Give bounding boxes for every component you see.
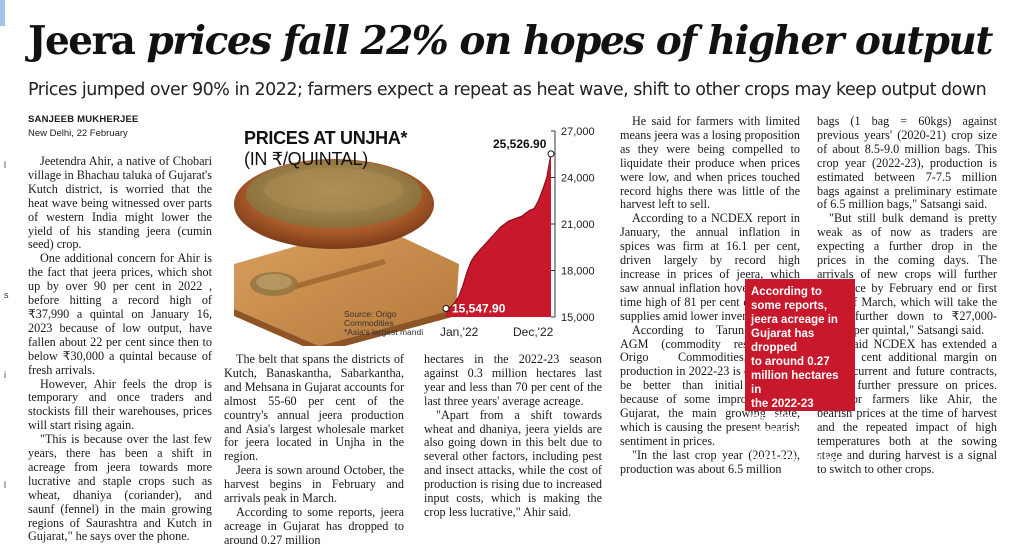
spoon-illustration	[250, 259, 386, 296]
paragraph: However, Ahir feels the drop is temporar…	[28, 376, 212, 433]
dateline: New Delhi, 22 February	[28, 128, 128, 139]
subheadline: Prices jumped over 90% in 2022; farmers …	[28, 80, 987, 100]
chopping-board-illustration	[234, 224, 459, 353]
price-area-series	[445, 153, 552, 317]
byline: SANJEEB MUKHERJEE	[28, 114, 139, 125]
y-tick-label: 24,000	[561, 173, 595, 185]
paragraph: According to a NCDEX report in January, …	[620, 211, 800, 323]
y-tick-label: 21,000	[561, 219, 595, 231]
callout-line: Gujarat has dropped	[751, 328, 815, 354]
paragraph: "But still bulk demand is pretty weak as…	[817, 211, 997, 337]
y-tick-label: 15,000	[561, 312, 595, 324]
headline-italic: prices fall 22% on hopes of higher outpu…	[146, 18, 993, 64]
paragraph: hectares in the 2022-23 season against 0…	[424, 352, 602, 408]
chart-title: PRICES AT UNJHA*	[244, 128, 408, 148]
article-column-1: Jeetendra Ahir, a native of Chobari vill…	[28, 154, 212, 544]
paragraph: He said NCDEX has extended a 2.5 per cen…	[817, 336, 997, 476]
paragraph: He said for farmers with limited means j…	[620, 114, 800, 212]
x-tick-label: Dec,'22	[513, 325, 554, 339]
x-tick-labels: Jan,'22 Dec,'22	[440, 325, 554, 339]
end-point	[547, 150, 555, 158]
chart-source-line: *Asia's largest mandi	[344, 327, 424, 337]
paragraph: bags (1 bag = 60kgs) against previous ye…	[817, 114, 997, 212]
callout-line: million hectares in	[751, 370, 839, 396]
callout-line: hectares last year	[751, 454, 849, 466]
chart-svg: 27,000 24,000 21,000 18,000 15,000 Jan,'22 De…	[234, 126, 595, 353]
price-chart: 27,000 24,000 21,000 18,000 15,000 Jan,'22 De…	[224, 114, 600, 353]
callout-line: jeera acreage in	[751, 314, 838, 326]
article-column-5: bags (1 bag = 60kgs) against previous ye…	[817, 114, 997, 477]
callout-line: According to	[751, 286, 822, 298]
paragraph: Jeetendra Ahir, a native of Chobari vill…	[28, 154, 212, 252]
callout-line: the 2022-23 season	[751, 398, 814, 424]
headline-plain: Jeera	[28, 18, 147, 64]
y-tick-labels: 27,000 24,000 21,000 18,000 15,000	[551, 126, 595, 324]
paragraph: "Apart from a shift towards wheat and dh…	[424, 407, 602, 519]
data-points: 15,547.90 25,526.90	[442, 137, 555, 316]
start-value-label: 15,547.90	[452, 302, 506, 316]
y-tick-label: 18,000	[561, 266, 595, 278]
start-point	[442, 305, 450, 313]
paragraph: The belt that spans the districts of Kut…	[224, 352, 404, 464]
article-column-3: hectares in the 2022-23 season against 0…	[424, 352, 602, 520]
headline: Jeera prices fall 22% on hopes of higher…	[28, 18, 1018, 64]
paragraph: One additional concern for Ahir is the f…	[28, 251, 212, 377]
cumin-bowl-illustration	[234, 159, 434, 249]
margin-mark: l	[4, 160, 6, 170]
x-tick-label: Jan,'22	[440, 325, 479, 339]
y-tick-label: 27,000	[561, 126, 595, 138]
callout-line: some reports,	[751, 300, 828, 312]
price-area	[446, 153, 551, 317]
paragraph: Jeera is sown around October, the harves…	[224, 463, 404, 506]
callout-line: against 0.3 million	[751, 426, 811, 452]
callout-line: to around 0.27	[751, 356, 830, 368]
margin-mark: l	[4, 480, 6, 490]
price-line	[445, 153, 552, 310]
margin-mark: i	[4, 370, 6, 380]
paragraph: According to some reports, jeera acreage…	[224, 504, 404, 547]
end-value-label: 25,526.90	[493, 137, 547, 151]
paragraph: "This is because over the last few years…	[28, 432, 212, 544]
chart-source-line: Commodities	[344, 318, 394, 328]
chart-unit-label: (IN ₹/QUINTAL)	[244, 149, 368, 169]
chart-source-line: Source: Origo	[344, 309, 397, 319]
article-column-2: The belt that spans the districts of Kut…	[224, 352, 404, 548]
edge-color-bar	[0, 0, 5, 26]
callout-box: According to some reports, jeera acreage i…	[745, 279, 855, 466]
paragraph: "In the last crop year (2021-22), produc…	[620, 447, 800, 476]
margin-mark: s	[4, 290, 9, 300]
